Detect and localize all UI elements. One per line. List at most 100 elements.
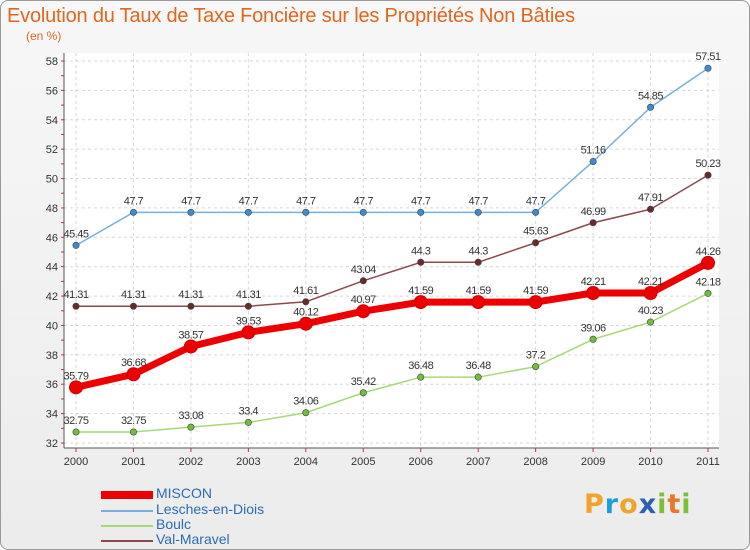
x-tick-label: 2006	[408, 456, 432, 468]
y-tick-label: 56	[46, 85, 58, 97]
data-point-boulc	[187, 423, 195, 431]
x-tick-label: 2008	[523, 456, 547, 468]
y-tick-label: 52	[46, 144, 58, 156]
data-point-miscon	[643, 285, 658, 300]
y-tick-label: 36	[46, 379, 58, 391]
series-line-val-maravel	[75, 174, 709, 307]
x-tick-label: 2011	[696, 456, 720, 468]
legend-label-miscon: MISCON	[156, 485, 212, 501]
data-point-val-maravel	[704, 171, 712, 179]
y-tick-label: 54	[46, 115, 58, 127]
y-tick-label: 44	[46, 262, 58, 274]
data-point-boulc	[704, 289, 712, 297]
proxiti-logo: Proxiti	[584, 489, 692, 520]
x-tick-label: 2002	[179, 456, 203, 468]
data-point-miscon	[701, 255, 715, 270]
logo-letter: x	[638, 489, 658, 520]
data-label-lesches-en-diois: 47.7	[526, 195, 546, 207]
data-label-lesches-en-diois: 47.7	[468, 195, 488, 207]
data-point-lesches-en-diois	[72, 241, 80, 249]
data-point-boulc	[647, 318, 655, 326]
x-tick-label: 2003	[236, 456, 260, 468]
x-tick-label: 2005	[351, 456, 375, 468]
data-label-miscon: 36.68	[121, 357, 146, 369]
data-point-val-maravel	[532, 239, 540, 247]
data-point-val-maravel	[647, 205, 655, 213]
y-tick-label: 46	[46, 232, 58, 244]
x-tick-label: 2000	[64, 456, 88, 468]
data-point-boulc	[417, 373, 425, 381]
data-label-miscon: 40.12	[293, 307, 318, 319]
y-tick-label: 50	[46, 174, 58, 186]
legend-swatch-val-maravel	[101, 540, 153, 542]
data-point-val-maravel	[187, 302, 195, 310]
data-point-val-maravel	[244, 302, 252, 310]
data-label-miscon: 41.59	[523, 285, 548, 297]
data-point-val-maravel	[417, 258, 425, 266]
series-line-lesches-en-diois	[75, 67, 709, 247]
data-label-val-maravel: 45.63	[523, 226, 548, 238]
data-label-lesches-en-diois: 47.7	[411, 195, 431, 207]
data-point-miscon	[528, 295, 543, 310]
data-point-lesches-en-diois	[302, 208, 310, 216]
data-point-boulc	[474, 373, 482, 381]
data-label-boulc: 32.75	[121, 415, 146, 427]
data-point-miscon	[69, 380, 83, 395]
data-label-boulc: 33.4	[239, 405, 259, 417]
data-label-val-maravel: 44.3	[411, 245, 431, 257]
data-label-val-maravel: 41.31	[63, 289, 88, 301]
x-tick-label: 2010	[638, 456, 662, 468]
y-tick-label: 42	[46, 291, 58, 303]
legend-label-val-maravel: Val-Maravel	[156, 531, 230, 547]
legend-swatch-boulc	[101, 525, 153, 527]
data-label-miscon: 40.97	[351, 294, 376, 306]
x-tick-label: 2001	[121, 456, 145, 468]
data-point-boulc	[532, 363, 540, 371]
data-label-lesches-en-diois: 45.45	[63, 228, 88, 240]
data-label-val-maravel: 46.99	[581, 206, 606, 218]
data-point-miscon	[241, 325, 256, 340]
series-line-miscon	[72, 259, 712, 391]
data-label-miscon: 41.59	[408, 285, 433, 297]
data-label-lesches-en-diois: 54.85	[638, 90, 663, 102]
data-label-boulc: 36.48	[408, 360, 433, 372]
x-tick-label: 2007	[466, 456, 490, 468]
data-label-miscon: 42.21	[638, 276, 663, 288]
data-label-boulc: 42.18	[695, 276, 720, 288]
y-tick-label: 58	[46, 56, 58, 68]
data-label-val-maravel: 44.3	[468, 245, 488, 257]
data-label-lesches-en-diois: 47.7	[124, 195, 144, 207]
logo-letter: i	[657, 489, 668, 520]
logo-letter: P	[584, 489, 605, 520]
data-point-miscon	[183, 339, 198, 354]
unit-label: (en %)	[26, 29, 62, 43]
data-label-miscon: 42.21	[581, 276, 606, 288]
y-tick-label: 34	[46, 409, 58, 421]
data-label-val-maravel: 41.31	[236, 289, 261, 301]
data-label-boulc: 37.2	[526, 350, 546, 362]
data-label-boulc: 40.23	[638, 305, 663, 317]
data-point-miscon	[586, 285, 601, 300]
data-label-lesches-en-diois: 57.51	[695, 51, 720, 63]
data-point-miscon	[126, 367, 141, 382]
data-point-lesches-en-diois	[647, 103, 655, 111]
data-point-lesches-en-diois	[704, 64, 712, 72]
data-point-val-maravel	[129, 302, 137, 310]
data-label-miscon: 38.57	[178, 329, 203, 341]
data-label-val-maravel: 41.31	[178, 289, 203, 301]
legend-swatch-miscon	[101, 491, 153, 499]
series-line-boulc	[75, 292, 709, 433]
data-point-lesches-en-diois	[187, 208, 195, 216]
data-label-miscon: 44.26	[695, 246, 720, 258]
data-point-lesches-en-diois	[532, 208, 540, 216]
data-label-boulc: 35.42	[351, 376, 376, 388]
x-tick-label: 2004	[294, 456, 318, 468]
logo-letter: t	[667, 489, 682, 520]
data-label-miscon: 35.79	[63, 370, 88, 382]
data-label-miscon: 41.59	[466, 285, 491, 297]
data-label-boulc: 39.06	[581, 322, 606, 334]
data-point-lesches-en-diois	[417, 208, 425, 216]
data-point-lesches-en-diois	[474, 208, 482, 216]
